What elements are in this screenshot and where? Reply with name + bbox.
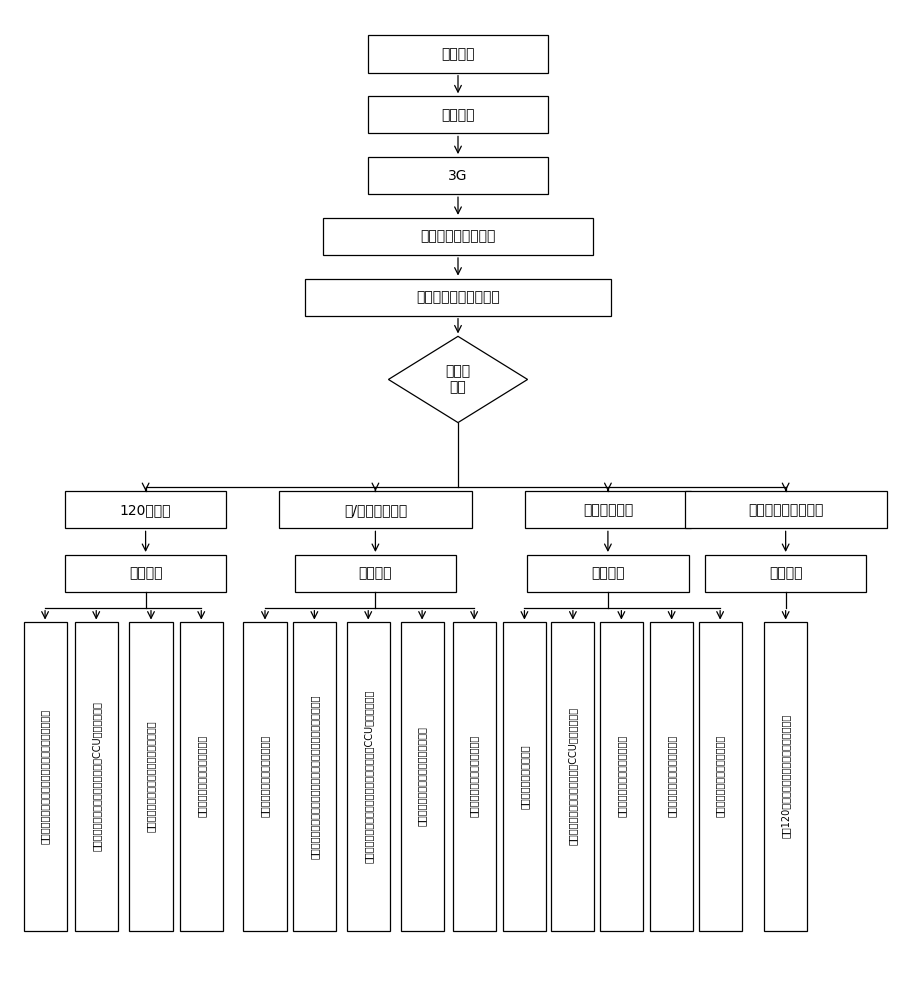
FancyBboxPatch shape — [400, 622, 443, 931]
Text: 结合其他科室专家联合现场会诊: 结合其他科室专家联合现场会诊 — [616, 735, 627, 817]
Text: 启动进入导管室术前准备或进入CCU监护病房准备: 启动进入导管室术前准备或进入CCU监护病房准备 — [568, 707, 578, 845]
Text: 启动进入导管室术前准备，实施进入CCU监护病房准备: 启动进入导管室术前准备，实施进入CCU监护病房准备 — [92, 701, 102, 851]
FancyBboxPatch shape — [503, 622, 546, 931]
Text: 二/三级网络医院: 二/三级网络医院 — [344, 503, 407, 517]
Text: 高危易发群体或个体: 高危易发群体或个体 — [748, 503, 823, 517]
Text: 结合其他科室专家联合现场会诊: 结合其他科室专家联合现场会诊 — [667, 735, 677, 817]
Text: 转诊启动进入导管室术前准备或转诊实施进入CCU监护病房准备: 转诊启动进入导管室术前准备或转诊实施进入CCU监护病房准备 — [364, 690, 373, 863]
Text: 结合其他科室专家联合远程会诊: 结合其他科室专家联合远程会诊 — [469, 735, 479, 817]
FancyBboxPatch shape — [180, 622, 223, 931]
FancyBboxPatch shape — [295, 555, 456, 592]
FancyBboxPatch shape — [705, 555, 867, 592]
FancyBboxPatch shape — [65, 491, 226, 528]
FancyBboxPatch shape — [244, 622, 287, 931]
Text: 决策树
判断: 决策树 判断 — [445, 364, 471, 395]
FancyBboxPatch shape — [551, 622, 594, 931]
FancyBboxPatch shape — [525, 491, 691, 528]
Text: 一级网络医院: 一级网络医院 — [583, 503, 633, 517]
Text: 信息采集: 信息采集 — [442, 47, 474, 61]
FancyBboxPatch shape — [129, 622, 172, 931]
Text: 3G: 3G — [448, 169, 468, 183]
FancyBboxPatch shape — [527, 555, 689, 592]
Text: 结合其他科室专家联合远程会诊: 结合其他科室专家联合远程会诊 — [260, 735, 270, 817]
FancyBboxPatch shape — [684, 491, 887, 528]
FancyBboxPatch shape — [24, 622, 67, 931]
FancyBboxPatch shape — [368, 96, 548, 133]
FancyBboxPatch shape — [368, 35, 548, 73]
FancyBboxPatch shape — [75, 622, 118, 931]
Text: 结合其他科室专家联合远程会诊或转诊: 结合其他科室专家联合远程会诊或转诊 — [417, 726, 427, 826]
Text: 120救护车: 120救护车 — [120, 503, 171, 517]
FancyBboxPatch shape — [699, 622, 742, 931]
FancyBboxPatch shape — [346, 622, 390, 931]
FancyBboxPatch shape — [453, 622, 496, 931]
Text: 结合其他科室专家联合远程会诊或指导救治: 结合其他科室专家联合远程会诊或指导救治 — [146, 721, 156, 832]
Text: 派遣120前往目的地并指导家庭成员协同救治: 派遣120前往目的地并指导家庭成员协同救治 — [780, 714, 791, 838]
Text: 辅助决策: 辅助决策 — [769, 566, 802, 580]
Text: 急救中心服务器系统: 急救中心服务器系统 — [420, 229, 496, 243]
Text: 启动进入导管室术前准备: 启动进入导管室术前准备 — [519, 744, 529, 809]
FancyBboxPatch shape — [323, 218, 593, 255]
Text: 辅助决策: 辅助决策 — [591, 566, 625, 580]
Text: 结合其他科室专家联合现场会诊: 结合其他科室专家联合现场会诊 — [715, 735, 725, 817]
Text: 远程会诊或转诊，并对转诊患者及时启动并进入导管室术前准备: 远程会诊或转诊，并对转诊患者及时启动并进入导管室术前准备 — [310, 694, 320, 859]
FancyBboxPatch shape — [305, 279, 611, 316]
FancyBboxPatch shape — [368, 157, 548, 194]
Text: 辅助决策: 辅助决策 — [129, 566, 162, 580]
FancyBboxPatch shape — [650, 622, 693, 931]
FancyBboxPatch shape — [293, 622, 336, 931]
FancyBboxPatch shape — [764, 622, 807, 931]
FancyBboxPatch shape — [600, 622, 643, 931]
Text: 辅助决策: 辅助决策 — [359, 566, 392, 580]
Text: 数据处理: 数据处理 — [442, 108, 474, 122]
FancyBboxPatch shape — [65, 555, 226, 592]
Text: 数据采集与参考值比较: 数据采集与参考值比较 — [416, 290, 500, 304]
Text: 结合其他科室专家联合远程会诊: 结合其他科室专家联合远程会诊 — [196, 735, 206, 817]
Polygon shape — [388, 336, 528, 423]
Text: 远程会诊指导救治并及时启动并进入导管室术前准备: 远程会诊指导救治并及时启动并进入导管室术前准备 — [40, 709, 50, 844]
FancyBboxPatch shape — [278, 491, 472, 528]
